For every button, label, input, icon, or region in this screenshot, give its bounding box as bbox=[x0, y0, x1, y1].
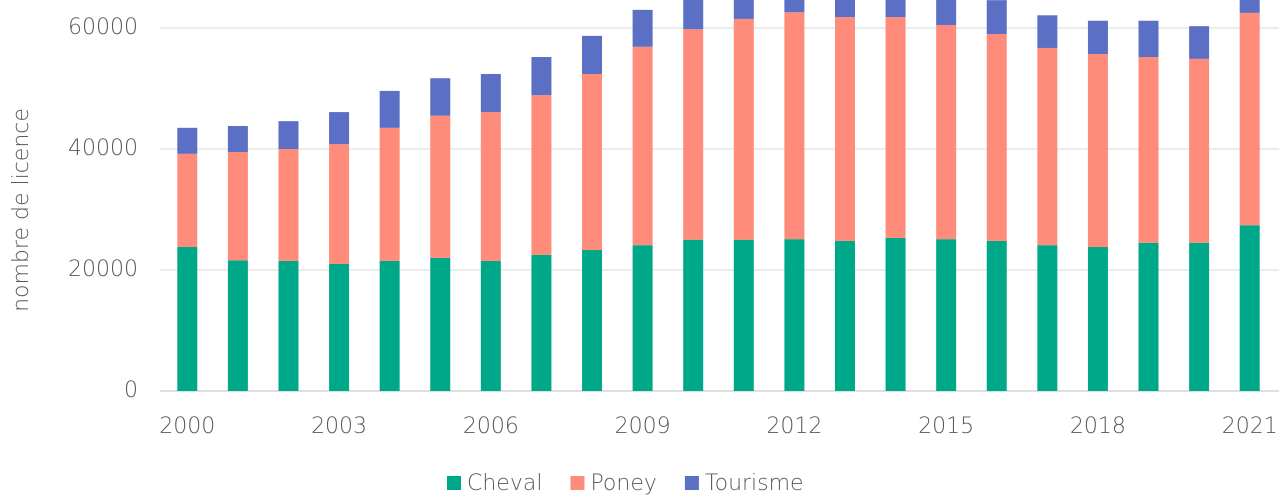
bar-segment bbox=[582, 250, 603, 391]
bar-segment bbox=[733, 239, 754, 391]
bar-segment bbox=[1239, 225, 1260, 391]
bar-segment bbox=[784, 239, 805, 391]
y-tick-label: 20000 bbox=[68, 257, 138, 282]
bar-segment bbox=[1138, 57, 1159, 243]
x-tick-label: 2015 bbox=[918, 414, 974, 439]
bar-segment bbox=[329, 144, 350, 264]
bar-segment bbox=[632, 46, 653, 246]
bar-segment bbox=[278, 149, 299, 261]
x-tick-label: 2003 bbox=[311, 414, 367, 439]
bar-segment bbox=[1037, 15, 1058, 48]
bar-segment bbox=[632, 9, 653, 47]
bar-segment bbox=[379, 90, 400, 128]
bar-segment bbox=[531, 57, 552, 96]
bar-segment bbox=[784, 12, 805, 240]
bar-segment bbox=[936, 0, 957, 25]
x-tick-label: 2000 bbox=[159, 414, 215, 439]
bar-segment bbox=[1189, 242, 1210, 391]
bar-segment bbox=[278, 121, 299, 149]
bar-segment bbox=[531, 254, 552, 391]
bar-segment bbox=[986, 240, 1007, 391]
bar-segment bbox=[177, 153, 198, 248]
bar-segment bbox=[177, 247, 198, 391]
bar-segment bbox=[936, 24, 957, 240]
bar-segment bbox=[1239, 12, 1260, 226]
x-tick-label: 2018 bbox=[1070, 414, 1126, 439]
bar-segment bbox=[227, 260, 248, 391]
bar-segment bbox=[834, 240, 855, 391]
bar-segment bbox=[1138, 20, 1159, 58]
bar-segment bbox=[1239, 0, 1260, 13]
legend-swatch bbox=[684, 476, 699, 490]
bar-segment bbox=[936, 239, 957, 391]
bar-segment bbox=[1087, 247, 1108, 391]
bar-segment bbox=[834, 17, 855, 241]
bar-segment bbox=[227, 126, 248, 153]
legend-label: Tourisme bbox=[705, 471, 804, 496]
bar-segment bbox=[1037, 47, 1058, 246]
bar-segment bbox=[632, 245, 653, 391]
bar-segment bbox=[430, 257, 451, 391]
bar-segment bbox=[733, 0, 754, 19]
bar-segment bbox=[582, 73, 603, 251]
bar-segment bbox=[177, 127, 198, 154]
x-tick-label: 2021 bbox=[1222, 414, 1278, 439]
bar-segment bbox=[480, 112, 501, 261]
x-tick-label: 2006 bbox=[463, 414, 519, 439]
bar-segment bbox=[683, 0, 704, 30]
bar-segment bbox=[430, 115, 451, 258]
legend-label: Poney bbox=[590, 471, 656, 496]
bar-segment bbox=[885, 237, 906, 391]
bar-segment bbox=[329, 263, 350, 391]
y-tick-label: 60000 bbox=[68, 15, 138, 40]
x-tick-label: 2012 bbox=[766, 414, 822, 439]
bar-segment bbox=[379, 127, 400, 261]
bar-segment bbox=[1189, 26, 1210, 59]
legend-label: Cheval bbox=[467, 471, 542, 496]
bar-segment bbox=[784, 0, 805, 13]
bar-segment bbox=[227, 152, 248, 261]
bar-segment bbox=[1189, 58, 1210, 243]
bar-segment bbox=[683, 29, 704, 240]
bar-segment bbox=[379, 260, 400, 391]
bar-segment bbox=[430, 78, 451, 116]
bar-segment bbox=[1138, 242, 1159, 391]
bar-segment bbox=[733, 18, 754, 240]
bar-segment bbox=[683, 239, 704, 391]
legend-swatch bbox=[447, 476, 461, 490]
bar-segment bbox=[531, 95, 552, 255]
bar-segment bbox=[834, 0, 855, 18]
bar-segment bbox=[1087, 20, 1108, 55]
bar-segment bbox=[582, 35, 603, 74]
bar-segment bbox=[329, 112, 350, 145]
y-tick-label: 40000 bbox=[68, 136, 138, 161]
x-tick-label: 2009 bbox=[615, 414, 671, 439]
bar-segment bbox=[986, 34, 1007, 241]
bar-segment bbox=[278, 260, 299, 391]
bar-segment bbox=[885, 17, 906, 238]
bar-segment bbox=[1037, 245, 1058, 391]
bar-segment bbox=[885, 0, 906, 18]
bar-segment bbox=[480, 260, 501, 391]
bar-segment bbox=[986, 0, 1007, 35]
legend-swatch bbox=[570, 476, 585, 490]
y-axis-title: nombre de licence bbox=[9, 108, 34, 312]
bar-segment bbox=[1087, 54, 1108, 248]
y-tick-label: 0 bbox=[124, 378, 138, 403]
bar-segment bbox=[480, 73, 501, 113]
